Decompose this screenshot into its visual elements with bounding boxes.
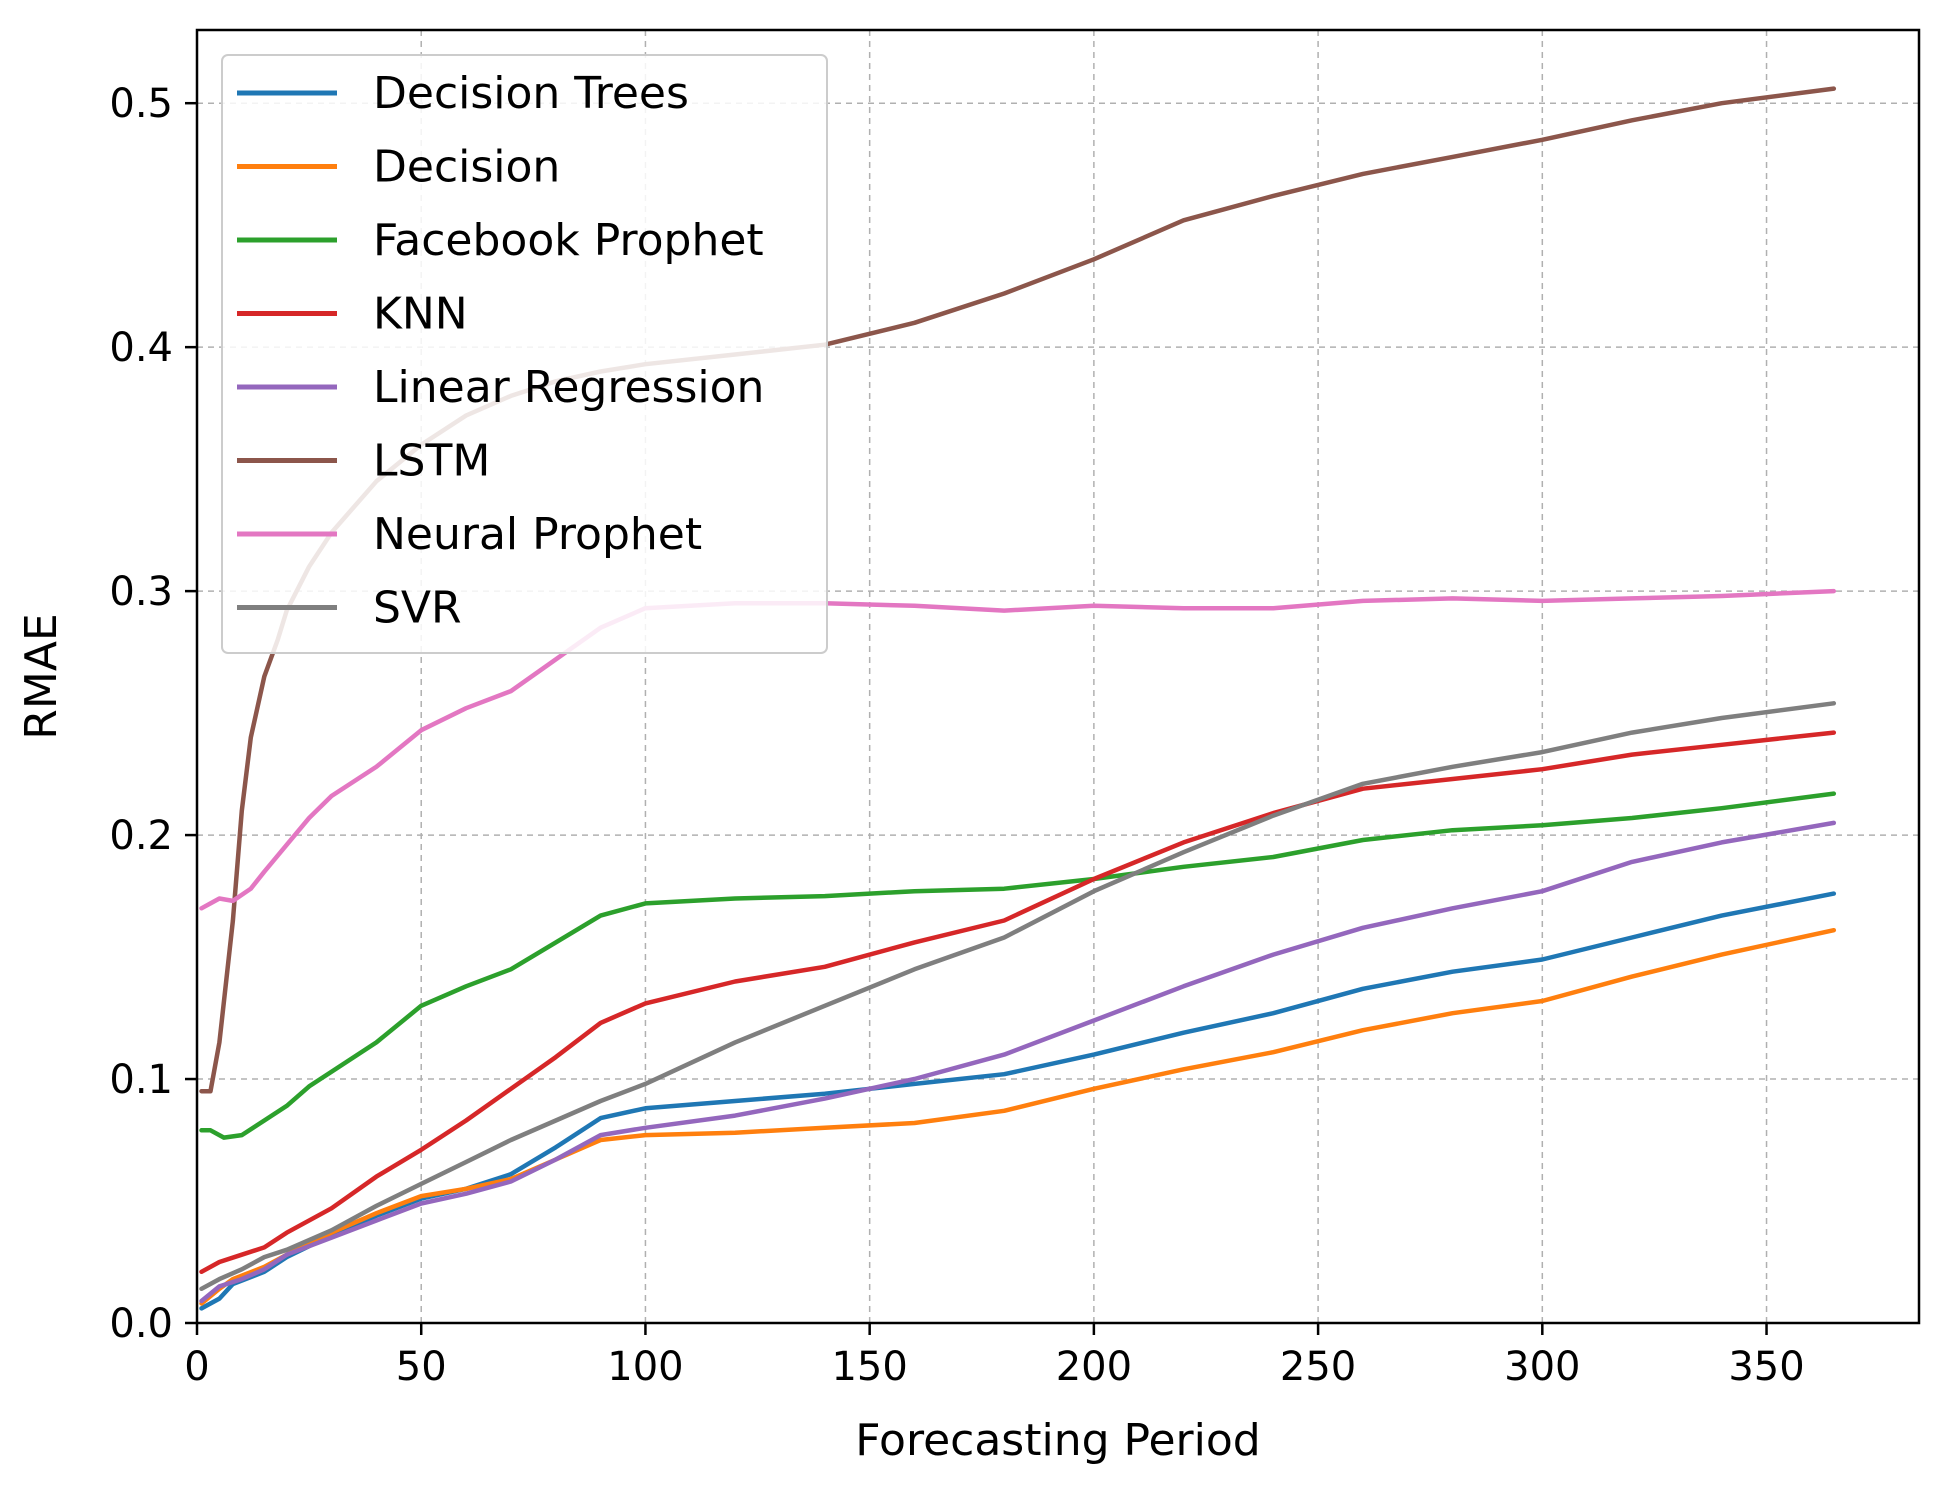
axis-ticks: 0 50 100 150 200 250 300 350 0.0 0.1 0.2 0.3 0.4 0.5	[109, 81, 1804, 1390]
x-tick-label: 250	[1280, 1344, 1356, 1390]
legend-label-knn: KNN	[373, 289, 468, 340]
y-tick-label: 0.0	[109, 1301, 173, 1347]
legend-label-lstm: LSTM	[373, 436, 490, 487]
y-axis-label: RMAE	[16, 613, 67, 739]
x-tick-label: 200	[1056, 1344, 1132, 1390]
legend-label-facebook-prophet: Facebook Prophet	[373, 215, 764, 266]
series-line-svr	[199, 701, 1837, 1292]
series-lines	[199, 86, 1837, 1311]
legend-label-neural-prophet: Neural Prophet	[373, 509, 702, 560]
legend-box	[221, 54, 828, 654]
y-tick-label: 0.2	[109, 813, 173, 859]
legend: Decision Trees Decision Facebook Prophet KN…	[221, 54, 828, 654]
x-tick-label: 100	[607, 1344, 683, 1390]
x-axis-label: Forecasting Period	[855, 1415, 1260, 1466]
y-tick-label: 0.1	[109, 1057, 173, 1103]
y-tick-label: 0.3	[109, 569, 173, 615]
x-tick-label: 0	[184, 1344, 209, 1390]
series-line-facebook-prophet	[199, 791, 1837, 1140]
x-tick-label: 300	[1504, 1344, 1580, 1390]
legend-label-decision-trees: Decision Trees	[373, 68, 689, 119]
plot-frame	[195, 28, 1921, 1325]
x-tick-label: 150	[831, 1344, 907, 1390]
legend-label-linear-regression: Linear Regression	[373, 362, 764, 413]
legend-label-svr: SVR	[373, 583, 462, 634]
series-line-knn	[199, 730, 1837, 1275]
x-tick-label: 350	[1728, 1344, 1804, 1390]
y-tick-label: 0.4	[109, 325, 173, 371]
x-tick-label: 50	[396, 1344, 447, 1390]
y-tick-label: 0.5	[109, 81, 173, 127]
series-line-linear-regression	[199, 820, 1837, 1304]
legend-label-decision: Decision	[373, 142, 560, 193]
